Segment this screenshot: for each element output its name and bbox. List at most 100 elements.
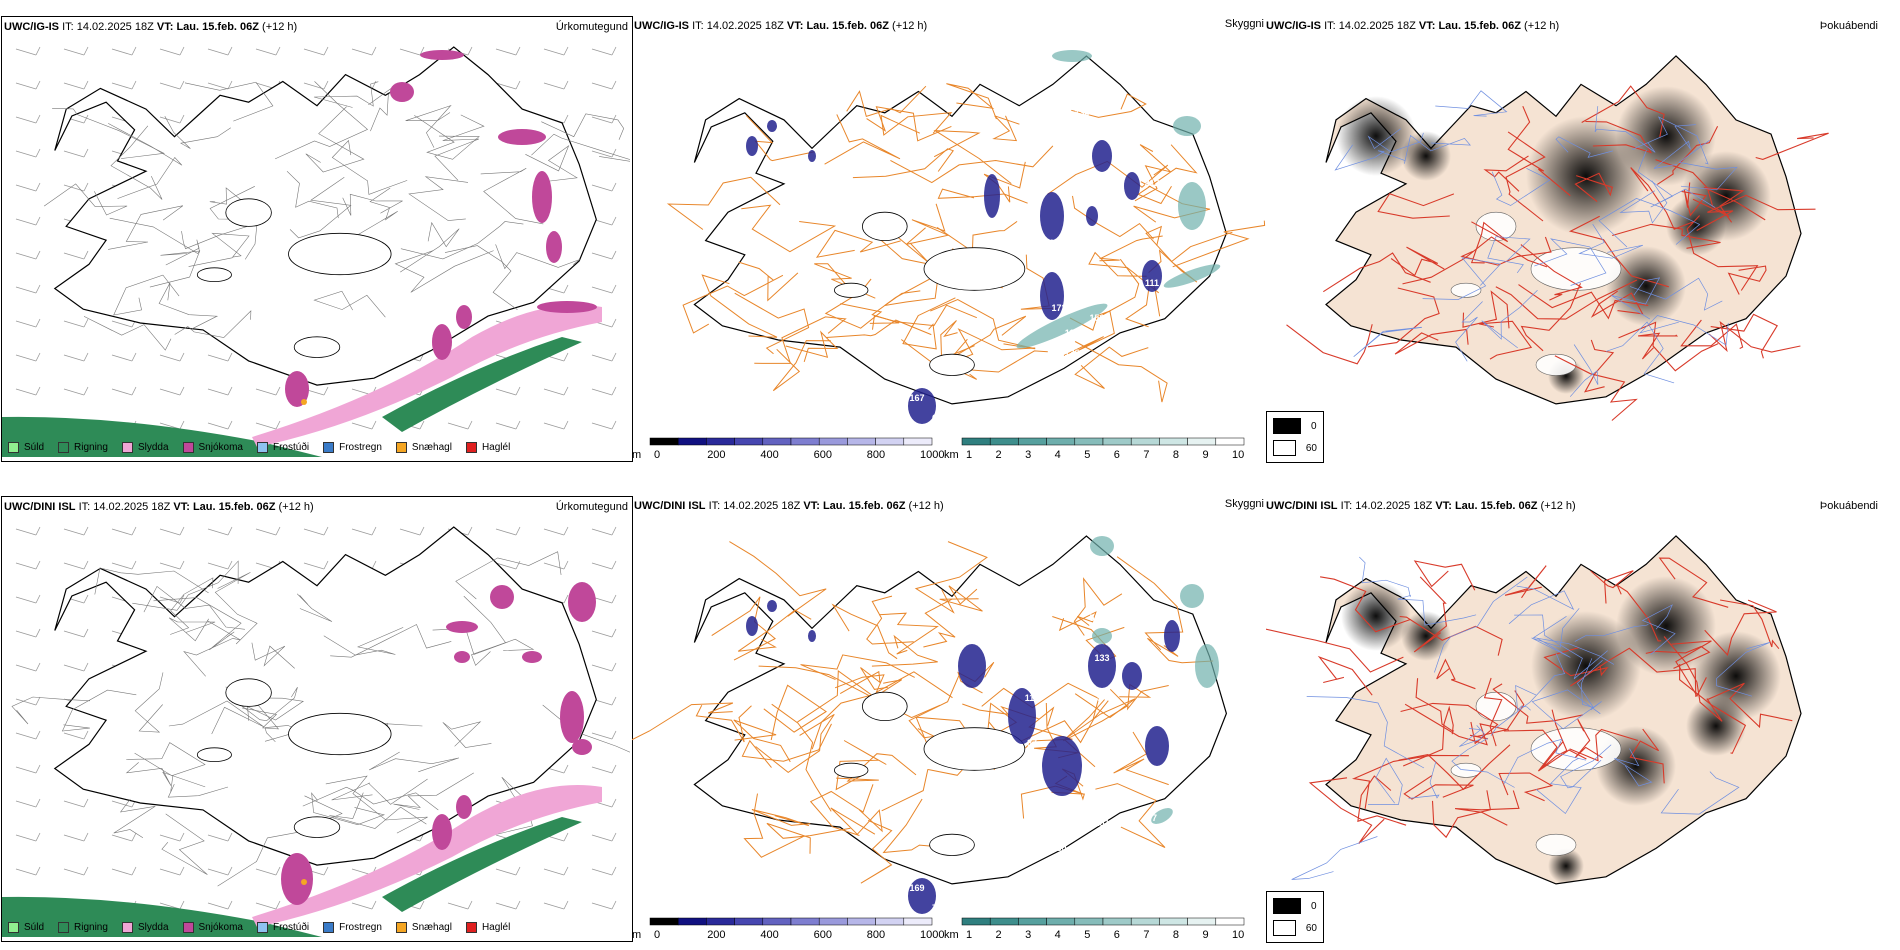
- panel-title-1c: UWC/IG-IS IT: 14.02.2025 18Z VT: Lau. 15…: [1266, 20, 1559, 32]
- road-line: [1308, 777, 1385, 844]
- road-line: [953, 350, 1048, 380]
- wind-barb: [111, 46, 137, 56]
- road-line: [1686, 215, 1759, 291]
- colorbar-tick: 3: [1025, 449, 1031, 461]
- road-line: [1402, 236, 1548, 285]
- road-line: [1455, 301, 1483, 362]
- legend-label: Frostúði: [272, 922, 310, 933]
- road-line: [1413, 576, 1447, 653]
- field-blob: [522, 651, 542, 663]
- legend-item: Frostregn: [323, 922, 382, 933]
- legend-item: Frostúði: [256, 442, 309, 453]
- road-line: [1555, 136, 1614, 158]
- road-line: [839, 667, 888, 695]
- wind-barb: [63, 798, 89, 808]
- road-line: [866, 595, 914, 645]
- legend-label: Slydda: [137, 922, 169, 933]
- road-line: [1703, 187, 1766, 223]
- road-line: [52, 108, 166, 159]
- field-blob: [984, 174, 1000, 218]
- field-blob: [1092, 628, 1112, 644]
- road-line: [835, 740, 887, 791]
- cloud-base-label: 75: [932, 903, 942, 913]
- road-line: [1574, 718, 1603, 759]
- vt-value: Lau. 15.feb. 06Z: [822, 500, 906, 512]
- colorbar-swatch: [1074, 437, 1104, 446]
- vt-label: VT:: [1435, 500, 1452, 512]
- road-line: [1491, 167, 1551, 206]
- wind-barb: [447, 420, 473, 430]
- road-line: [1619, 180, 1668, 224]
- wind-barb: [15, 250, 41, 260]
- fog-blob: [1336, 96, 1416, 176]
- road-line: [1594, 106, 1656, 153]
- road-line: [1520, 283, 1582, 352]
- colorbar-tick: 3: [1025, 929, 1031, 941]
- road-line: [1630, 167, 1694, 230]
- rain-area: [2, 896, 322, 937]
- colorbar-tick: 600: [814, 929, 832, 941]
- road-line: [1460, 236, 1552, 266]
- road-line: [1487, 236, 1531, 274]
- legend-label: Haglél: [481, 442, 511, 453]
- field-blob: [746, 136, 758, 156]
- road-line: [834, 671, 953, 699]
- road-line: [1611, 277, 1661, 320]
- road-line: [1569, 728, 1639, 762]
- colorbar-swatch: [677, 437, 707, 446]
- colorbar-tick: 200: [707, 449, 725, 461]
- colorbar-tick: 1: [966, 929, 972, 941]
- wind-barb: [303, 526, 329, 536]
- fog-title: Þokuábendi: [1819, 500, 1878, 512]
- model-name: UWC/DINI ISL: [1266, 500, 1338, 512]
- road-line: [1514, 614, 1608, 680]
- wind-barb: [15, 318, 41, 328]
- glacier-outline: [293, 336, 341, 358]
- cloud-base-label: 172: [1051, 303, 1066, 313]
- road-line: [313, 290, 386, 318]
- road-line: [882, 798, 954, 854]
- field-blob: [1178, 182, 1206, 230]
- road-line: [442, 721, 492, 748]
- road-line: [1584, 339, 1615, 393]
- road-line: [217, 795, 343, 887]
- cloud-base-label: 63: [932, 413, 942, 423]
- road-line: [126, 742, 206, 777]
- glacier-outline: [288, 232, 392, 276]
- legend-swatch: [395, 442, 407, 453]
- field-blob: [285, 371, 309, 407]
- snow-pellet-spot: [301, 399, 307, 405]
- road-line: [1134, 144, 1171, 202]
- fog-blob: [1616, 86, 1716, 186]
- visibility-panel-1: UWC/IG-IS IT: 14.02.2025 18Z VT: Lau. 15…: [632, 16, 1266, 462]
- road-line: [766, 822, 851, 854]
- road-line: [1402, 705, 1454, 767]
- wind-barb: [591, 284, 617, 294]
- road-line: [1605, 321, 1675, 384]
- road-line: [1074, 346, 1149, 389]
- road-line: [1655, 159, 1730, 217]
- road-line: [866, 106, 952, 142]
- road-line: [741, 723, 832, 768]
- road-line: [734, 292, 810, 355]
- road-line: [463, 595, 506, 666]
- road-line: [1069, 258, 1140, 331]
- road-line: [83, 316, 172, 351]
- road-line: [1720, 599, 1780, 650]
- it-label: IT:: [78, 501, 91, 513]
- fog-legend-label: 0: [1311, 900, 1317, 912]
- road-line: [884, 272, 940, 306]
- wind-barb: [543, 900, 569, 910]
- colorbar-tick: 8: [1173, 929, 1179, 941]
- legend-swatch: [58, 442, 70, 453]
- lead-time: (+12 h): [908, 500, 944, 512]
- road-line: [113, 798, 156, 838]
- road-line: [878, 612, 939, 655]
- road-line: [1431, 790, 1492, 839]
- colorbar-swatch: [762, 437, 792, 446]
- road-line: [1459, 725, 1485, 747]
- road-line: [1113, 731, 1169, 786]
- glacier-outline: [1475, 211, 1517, 241]
- vt-value: Lau. 15.feb. 06Z: [1438, 20, 1521, 32]
- wind-barb: [591, 560, 617, 570]
